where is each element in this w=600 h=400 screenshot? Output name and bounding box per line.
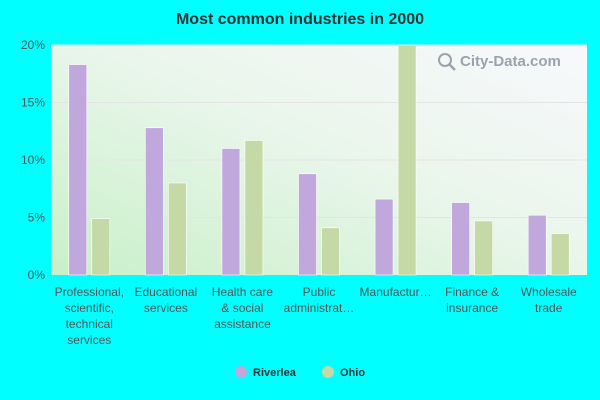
x-category-label: Public administrat… [284, 285, 355, 315]
bar-ohio [474, 220, 493, 276]
bar-riverlea [374, 198, 394, 276]
bar-riverlea [298, 173, 317, 276]
x-category-label: Health care & social assistance [212, 285, 274, 331]
legend-swatch-riverlea [235, 366, 247, 378]
watermark: City-Data.com [438, 53, 561, 71]
x-category-label: Educational services [134, 285, 197, 315]
bars [68, 44, 570, 276]
y-tick-label: 10% [21, 153, 45, 167]
bar-ohio [321, 227, 340, 276]
legend: Riverlea Ohio [235, 366, 365, 379]
bar-riverlea [527, 214, 547, 276]
bar-ohio [244, 140, 264, 276]
chart-title: Most common industries in 2000 [176, 11, 424, 28]
watermark-text: City-Data.com [460, 53, 561, 70]
bar-riverlea [145, 127, 164, 276]
y-tick-label: 0% [28, 268, 46, 282]
bar-ohio [397, 44, 417, 276]
x-category-label: Manufactur… [360, 285, 432, 299]
bar-riverlea [68, 64, 88, 276]
magnifier-icon [438, 53, 456, 71]
bar-riverlea [451, 202, 470, 276]
x-category-label: Finance & insurance [445, 285, 499, 315]
legend-swatch-ohio [322, 366, 334, 378]
bar-riverlea [221, 148, 241, 276]
gridlines [51, 44, 587, 218]
x-axis-labels: Professional, scientific, technical service… [55, 285, 577, 347]
y-axis-ticks: 0% 5% 10% 15% 20% [21, 38, 45, 282]
x-category-label: Professional, scientific, technical service… [55, 285, 124, 347]
y-tick-label: 15% [21, 96, 45, 110]
x-category-label: Wholesale trade [521, 285, 577, 315]
legend-label-ohio: Ohio [340, 367, 365, 379]
y-tick-label: 20% [21, 38, 45, 52]
bar-ohio [91, 218, 111, 276]
legend-label-riverlea: Riverlea [253, 367, 297, 379]
bar-ohio [550, 233, 570, 276]
bar-ohio [168, 182, 187, 276]
y-tick-label: 5% [28, 211, 46, 225]
